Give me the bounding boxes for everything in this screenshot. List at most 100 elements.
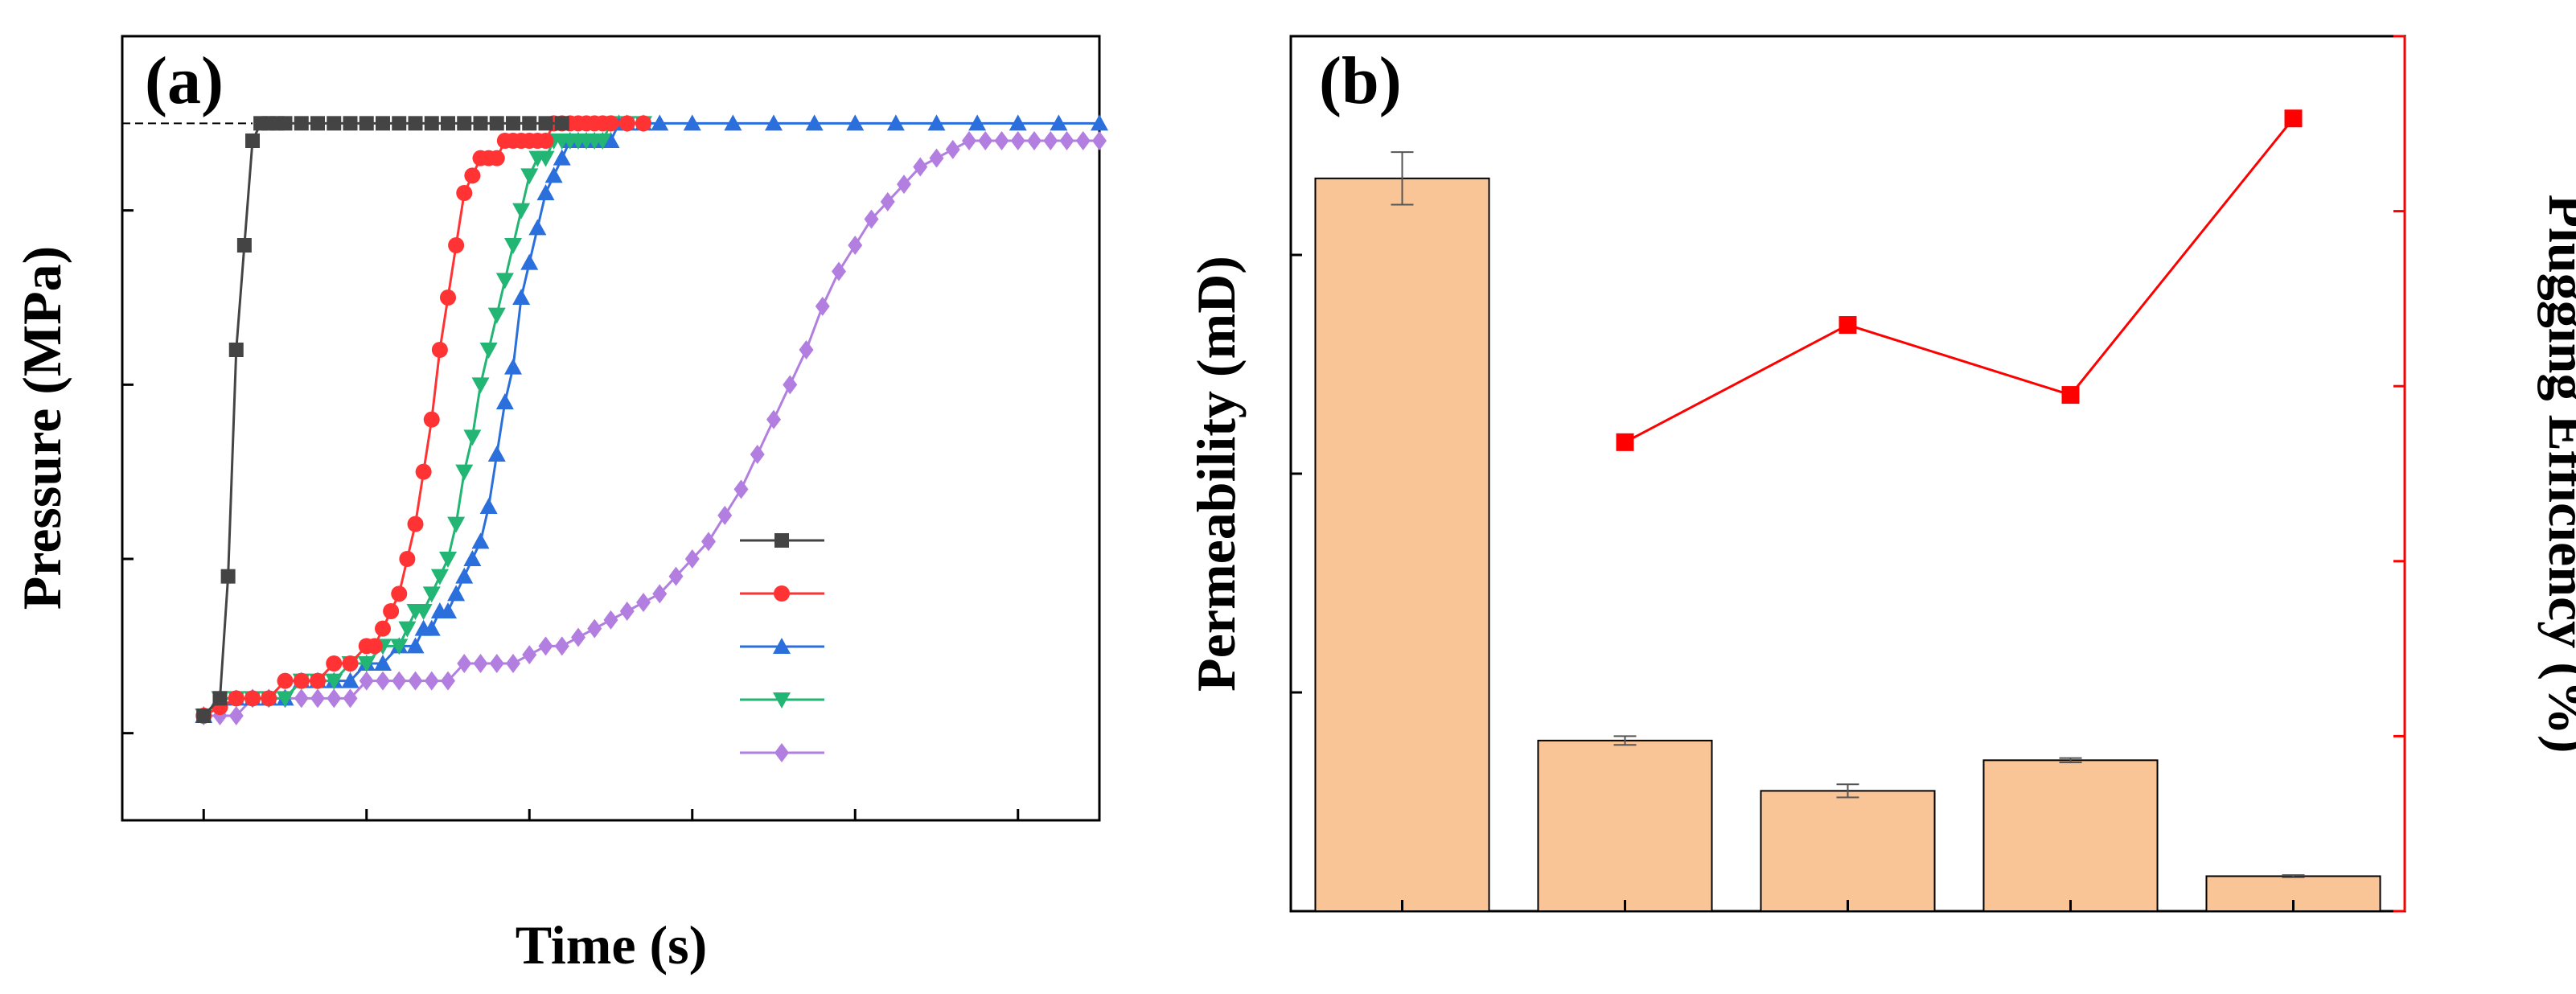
data-point <box>457 654 472 673</box>
data-point <box>799 340 814 359</box>
data-point <box>455 464 474 481</box>
data-point <box>391 585 408 602</box>
data-point <box>293 672 310 689</box>
data-point <box>554 116 569 131</box>
data-point <box>880 191 895 212</box>
data-point <box>414 604 433 620</box>
bar-group-original <box>1314 151 1490 913</box>
bar-group-ss-and-nacl <box>1982 757 2159 912</box>
data-point <box>366 638 383 655</box>
data-point <box>783 375 798 395</box>
plugging-efficiency-point-ss-and-nacl <box>2061 386 2080 405</box>
data-point <box>441 116 455 131</box>
data-point <box>683 114 701 131</box>
data-point <box>455 567 474 584</box>
panel-a-x-axis-label: Time (s) <box>516 914 708 976</box>
data-point <box>463 429 482 446</box>
data-point <box>765 114 783 131</box>
data-point <box>571 627 585 647</box>
data-point <box>390 639 409 655</box>
bar-ssd <box>1760 790 1936 913</box>
data-point <box>473 116 488 131</box>
data-point <box>651 114 669 131</box>
data-point <box>962 131 976 150</box>
data-point <box>310 672 326 689</box>
data-point <box>245 133 260 148</box>
legend-marker <box>774 743 789 762</box>
data-point <box>376 671 390 691</box>
data-point <box>733 479 749 499</box>
data-point <box>359 671 374 691</box>
data-point <box>522 116 537 131</box>
panel-a-label: (a) <box>145 43 224 118</box>
data-point <box>968 114 987 131</box>
data-point <box>506 654 520 673</box>
data-point <box>538 636 553 656</box>
legend-marker <box>773 692 791 709</box>
data-point <box>1059 131 1074 150</box>
data-point <box>277 672 294 689</box>
data-point <box>456 185 473 201</box>
data-point <box>897 175 911 195</box>
data-point <box>636 593 651 613</box>
data-point <box>504 238 522 254</box>
data-point <box>228 343 244 357</box>
panel-a-plot-frame <box>121 35 1101 822</box>
data-point <box>447 516 466 533</box>
data-point <box>464 167 481 184</box>
bar-ss-and-nacl <box>1982 759 2159 912</box>
data-point <box>228 706 244 725</box>
data-point <box>927 114 946 131</box>
data-point <box>618 115 635 132</box>
data-point <box>479 343 498 359</box>
legend-marker <box>774 585 790 602</box>
data-point <box>422 586 441 603</box>
data-point <box>398 621 417 638</box>
data-point <box>310 688 325 709</box>
data-point <box>1075 131 1091 150</box>
panel-a: (a) Time (s) Pressure (MPa) <box>11 35 1108 976</box>
data-point <box>846 114 865 131</box>
data-point <box>294 688 309 709</box>
data-point <box>832 261 846 281</box>
data-point <box>261 690 277 707</box>
data-point <box>978 131 993 150</box>
data-point <box>1010 131 1025 150</box>
data-point <box>848 236 863 255</box>
data-point <box>603 610 618 630</box>
data-point <box>602 132 620 148</box>
data-point <box>528 219 547 236</box>
data-point <box>343 116 358 131</box>
data-point <box>587 618 602 639</box>
data-point <box>392 671 407 691</box>
data-point <box>342 655 359 672</box>
data-point <box>447 585 466 602</box>
data-point <box>544 166 563 183</box>
data-point <box>473 654 488 673</box>
data-point <box>399 551 416 567</box>
data-point <box>440 290 456 306</box>
data-point <box>724 114 742 131</box>
legend-item-ssd <box>740 638 824 654</box>
data-point <box>554 636 569 656</box>
panel-a-y-axis-label: Pressure (MPa) <box>11 246 72 610</box>
data-point <box>376 116 390 131</box>
data-point <box>325 673 343 690</box>
plugging-efficiency-point-ssd <box>1839 316 1857 335</box>
series-line-ssd-and-nacl <box>203 139 1099 717</box>
data-point <box>431 342 448 358</box>
plugging-efficiency-point-ss <box>1616 433 1634 451</box>
data-point <box>359 116 374 131</box>
data-point <box>487 307 506 324</box>
data-point <box>594 133 612 150</box>
series-water <box>196 116 569 723</box>
data-point <box>1043 131 1058 150</box>
data-point <box>424 671 439 691</box>
series-ssd <box>195 114 1108 723</box>
bar-group-ssd <box>1760 783 1936 913</box>
data-point <box>805 114 824 131</box>
data-point <box>479 498 498 514</box>
data-point <box>439 602 457 618</box>
series-line-ssd <box>203 121 1099 717</box>
data-point <box>277 116 293 131</box>
